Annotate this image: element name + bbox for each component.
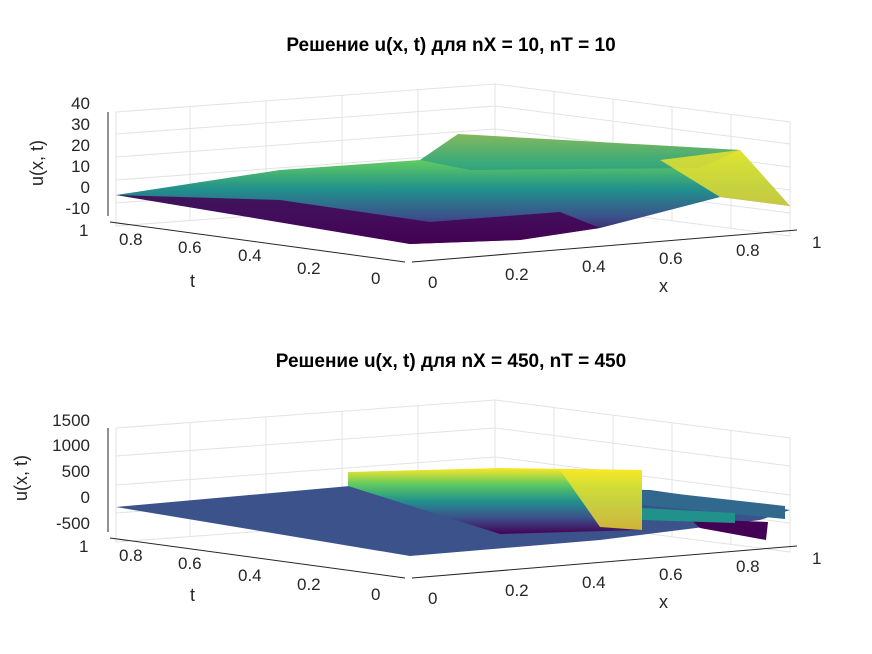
plot-2-x-tick: 1	[812, 549, 821, 568]
plot-1-z-tick: 30	[71, 115, 90, 134]
plot-1-ylabel: t	[190, 271, 195, 291]
plot-2-x-tick: 0.8	[736, 557, 760, 576]
plot-1-title: Решение u(x, t) для nX = 10, nT = 10	[286, 35, 615, 56]
plot-2-surface-ledge	[642, 508, 735, 523]
surface-plot-2: Решение u(x, t) для nX = 450, nT = 450	[11, 351, 821, 612]
plot-1-x-tick: 0.8	[736, 241, 760, 260]
plot-1-t-tick: 0.8	[119, 230, 143, 249]
plot-1-surface-valley	[116, 195, 600, 244]
plot-1-tick-labels: 40 30 20 10 0 -10 1 0.8 0.6 0.4 0.2 0 0 …	[65, 94, 821, 292]
plot-2-surface-ridge	[348, 468, 642, 534]
plot-1-zlabel: u(x, t)	[27, 140, 47, 186]
plot-2-t-tick: 0.8	[119, 546, 143, 565]
plot-2-t-tick: 1	[79, 537, 88, 556]
plot-2-t-tick: 0.4	[238, 566, 262, 585]
plot-2-surface	[116, 468, 790, 556]
plot-2-ylabel: t	[190, 585, 195, 605]
plot-1-surface-ridge	[420, 134, 740, 170]
plot-2-t-tick: 0	[371, 585, 380, 604]
plot-2-z-tick: 500	[62, 462, 90, 481]
plot-2-axes	[107, 428, 798, 579]
plot-1-z-tick: 20	[71, 136, 90, 155]
plot-1-x-tick: 0.6	[659, 249, 683, 268]
plot-2-x-tick: 0	[428, 589, 437, 608]
plot-2-x-tick: 0.4	[582, 573, 606, 592]
plot-2-surface-trough	[690, 519, 768, 540]
plot-2-z-tick: -500	[56, 514, 90, 533]
plot-1-axes	[107, 112, 798, 263]
plot-1-z-tick: 10	[71, 157, 90, 176]
plot-1-t-tick: 0.4	[238, 246, 262, 265]
surface-plot-1: Решение u(x, t) для nX = 10, nT = 10	[27, 35, 821, 296]
plot-2-z-tick: 0	[81, 488, 90, 507]
plot-2-z-tick: 1000	[52, 436, 90, 455]
plot-1-surface-peak	[660, 150, 790, 206]
plot-2-title: Решение u(x, t) для nX = 450, nT = 450	[276, 351, 626, 372]
plot-2-xlabel: x	[659, 592, 668, 612]
plot-2-zlabel: u(x, t)	[11, 455, 31, 501]
plot-2-x-tick: 0.2	[505, 581, 529, 600]
plot-1-t-tick: 0.6	[178, 238, 202, 257]
plot-2-surface-tail	[642, 490, 785, 519]
plot-2-x-tick: 0.6	[659, 565, 683, 584]
plot-1-t-tick: 1	[79, 221, 88, 240]
plot-1-surface	[116, 134, 790, 244]
plot-1-x-tick: 0	[428, 273, 437, 292]
plot-1-xlabel: x	[659, 276, 668, 296]
plot-2-tick-labels: 1500 1000 500 0 -500 1 0.8 0.6 0.4 0.2 0…	[52, 411, 821, 608]
plot-1-z-tick: -10	[65, 199, 90, 218]
plot-2-t-tick: 0.6	[178, 554, 202, 573]
plot-1-x-tick: 0.4	[582, 257, 606, 276]
plot-1-t-tick: 0	[371, 269, 380, 288]
plot-1-z-tick: 0	[81, 178, 90, 197]
plot-2-z-tick: 1500	[52, 411, 90, 430]
plot-1-x-tick: 1	[812, 233, 821, 252]
plot-1-z-tick: 40	[71, 94, 90, 113]
plot-1-x-tick: 0.2	[505, 265, 529, 284]
plot-2-t-tick: 0.2	[297, 575, 321, 594]
plot-1-t-tick: 0.2	[297, 259, 321, 278]
plot-2-surface-ridge-highlight	[560, 470, 642, 530]
